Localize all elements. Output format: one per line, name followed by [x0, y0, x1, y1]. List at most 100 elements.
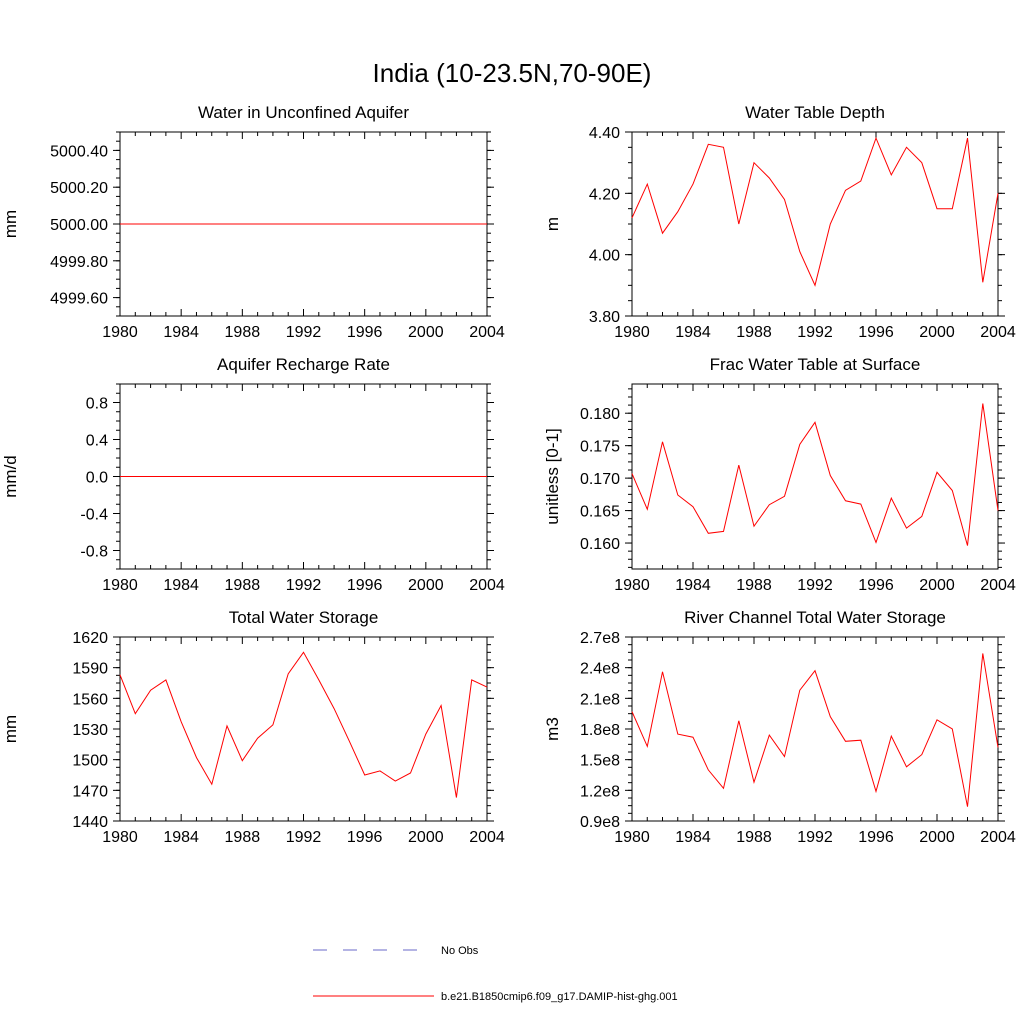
x-tick-label: 1980	[614, 324, 650, 341]
series-line	[631, 403, 999, 546]
panel-title: Aquifer Recharge Rate	[217, 355, 390, 374]
x-tick-label: 1984	[675, 324, 711, 341]
y-tick-label: 0.0	[86, 470, 108, 487]
y-tick-label: 4999.60	[50, 291, 108, 308]
y-tick-label: 2.4e8	[580, 661, 620, 678]
y-tick-label: 1530	[72, 722, 108, 739]
y-tick-label: 0.175	[580, 439, 620, 456]
y-tick-label: 1620	[72, 630, 108, 647]
chart-panel-1: Water in Unconfined Aquifer 1980 1984 1988 1…	[1, 103, 505, 341]
y-tick-label: 0.165	[580, 504, 620, 521]
x-tick-label: 1992	[286, 829, 322, 846]
x-tick-label: 2004	[469, 577, 505, 594]
y-tick-label: -0.4	[80, 507, 108, 524]
x-tick-label: 2000	[408, 829, 444, 846]
series-line	[631, 653, 999, 807]
x-tick-label: 2000	[919, 324, 955, 341]
series-line	[631, 136, 999, 287]
y-tick-label: 4.00	[589, 248, 620, 265]
x-tick-label: 1996	[347, 577, 383, 594]
x-tick-label: 1984	[163, 577, 199, 594]
x-tick-label: 1992	[286, 324, 322, 341]
y-tick-label: 3.80	[589, 309, 620, 326]
x-tick-label: 1984	[675, 829, 711, 846]
x-tick-label: 1996	[347, 324, 383, 341]
y-tick-label: 4999.80	[50, 254, 108, 271]
x-tick-label: 1992	[797, 577, 833, 594]
y-tick-label: 0.160	[580, 536, 620, 553]
x-tick-label: 2000	[919, 577, 955, 594]
plot-frame	[119, 636, 488, 822]
y-tick-label: 1440	[72, 814, 108, 831]
y-tick-label: 1470	[72, 783, 108, 800]
panel-title: Frac Water Table at Surface	[710, 355, 921, 374]
figure-title: India (10-23.5N,70-90E)	[373, 58, 652, 88]
y-tick-label: 4.40	[589, 125, 620, 142]
x-tick-label: 2000	[408, 324, 444, 341]
y-tick-label: 0.8	[86, 396, 108, 413]
plot-frame	[631, 383, 999, 570]
x-tick-label: 1980	[102, 324, 138, 341]
chart-panel-6: River Channel Total Water Storage 1980 198…	[543, 608, 1016, 846]
y-tick-label: 5000.00	[50, 217, 108, 234]
y-tick-label: 1.8e8	[580, 722, 620, 739]
panel-title: Water Table Depth	[745, 103, 885, 122]
plot-frame	[631, 636, 999, 822]
panels: Water in Unconfined Aquifer 1980 1984 1988 1…	[1, 103, 1016, 846]
x-tick-label: 1980	[102, 577, 138, 594]
y-tick-label: 1500	[72, 753, 108, 770]
x-tick-label: 2004	[980, 577, 1016, 594]
x-tick-label: 1988	[225, 324, 261, 341]
x-tick-label: 1984	[163, 829, 199, 846]
x-tick-label: 2000	[408, 577, 444, 594]
y-tick-label: 0.9e8	[580, 814, 620, 831]
x-tick-label: 1988	[225, 829, 261, 846]
x-tick-label: 1988	[736, 577, 772, 594]
x-tick-label: 1992	[797, 829, 833, 846]
plot-frame	[631, 131, 999, 317]
x-tick-label: 1992	[286, 577, 322, 594]
x-tick-label: 1996	[858, 577, 894, 594]
y-axis-label: unitless [0-1]	[543, 428, 562, 524]
x-tick-label: 2004	[980, 829, 1016, 846]
legend-label-no-obs: No Obs	[441, 945, 479, 957]
x-tick-label: 2004	[980, 324, 1016, 341]
x-tick-label: 1984	[675, 577, 711, 594]
y-tick-label: 1590	[72, 661, 108, 678]
y-tick-label: 0.170	[580, 471, 620, 488]
y-tick-label: 4.20	[589, 186, 620, 203]
y-tick-label: 1560	[72, 691, 108, 708]
y-tick-label: 2.7e8	[580, 630, 620, 647]
x-tick-label: 2004	[469, 829, 505, 846]
x-tick-label: 1980	[614, 577, 650, 594]
x-tick-label: 2004	[469, 324, 505, 341]
x-tick-label: 1996	[858, 324, 894, 341]
y-tick-label: 0.180	[580, 406, 620, 423]
chart-panel-2: Water Table Depth 1980 1984 1988 1992 1996 200…	[543, 103, 1016, 341]
y-axis-label: m	[543, 217, 562, 231]
series-line	[119, 651, 488, 798]
y-tick-label: 1.2e8	[580, 783, 620, 800]
y-tick-label: 2.1e8	[580, 691, 620, 708]
x-tick-label: 1988	[736, 324, 772, 341]
x-tick-label: 1980	[614, 829, 650, 846]
y-tick-label: 1.5e8	[580, 753, 620, 770]
chart-panel-4: Frac Water Table at Surface 1980 1984 1988 1…	[543, 355, 1016, 594]
x-tick-label: 1988	[736, 829, 772, 846]
y-tick-label: 5000.40	[50, 143, 108, 160]
y-tick-label: -0.8	[80, 544, 108, 561]
x-tick-label: 1996	[858, 829, 894, 846]
x-tick-label: 1984	[163, 324, 199, 341]
x-tick-label: 1996	[347, 829, 383, 846]
x-tick-label: 2000	[919, 829, 955, 846]
x-tick-label: 1980	[102, 829, 138, 846]
y-tick-label: 5000.20	[50, 180, 108, 197]
panel-title: River Channel Total Water Storage	[684, 608, 946, 627]
x-tick-label: 1988	[225, 577, 261, 594]
legend-label-model: b.e21.B1850cmip6.f09_g17.DAMIP-hist-ghg.…	[441, 991, 678, 1003]
chart-panel-5: Total Water Storage 1980 1984 1988 1992 1996 2…	[1, 608, 505, 846]
y-tick-label: 0.4	[86, 433, 108, 450]
chart-panel-3: Aquifer Recharge Rate 1980 1984 1988 1992 199…	[1, 355, 505, 594]
y-axis-label: m3	[543, 717, 562, 741]
